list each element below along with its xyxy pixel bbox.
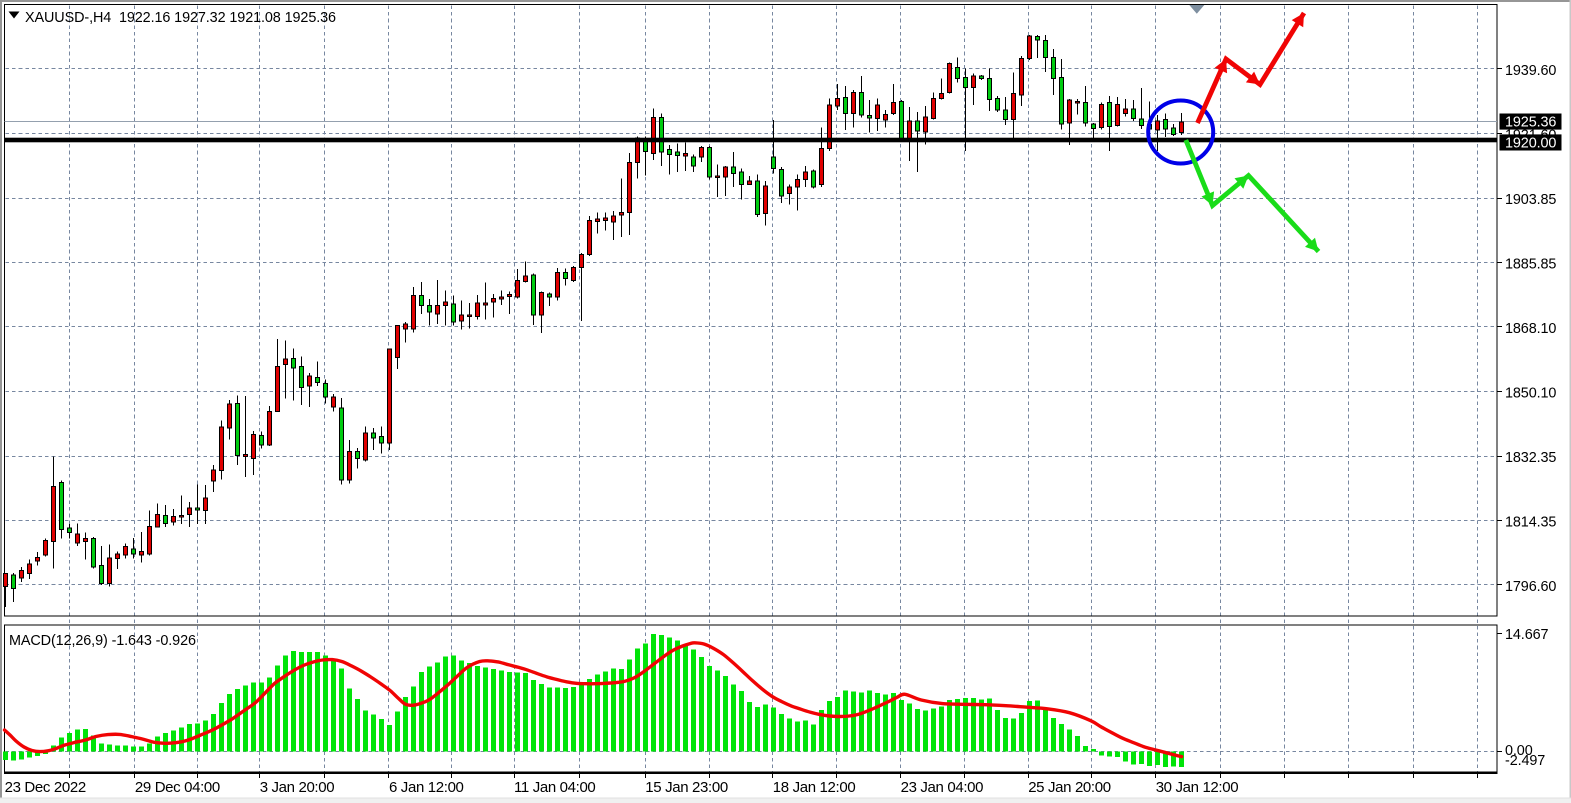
svg-text:MACD(12,26,9) -1.643 -0.926: MACD(12,26,9) -1.643 -0.926 <box>9 633 196 649</box>
svg-text:1939.60: 1939.60 <box>1505 63 1556 79</box>
svg-text:14.667: 14.667 <box>1505 627 1549 643</box>
svg-text:1885.85: 1885.85 <box>1505 256 1556 272</box>
svg-text:18 Jan 12:00: 18 Jan 12:00 <box>773 779 856 796</box>
svg-text:25 Jan 20:00: 25 Jan 20:00 <box>1028 779 1111 796</box>
svg-text:30 Jan 12:00: 30 Jan 12:00 <box>1156 779 1239 796</box>
svg-text:-2.497: -2.497 <box>1505 753 1545 769</box>
svg-text:1868.10: 1868.10 <box>1505 321 1556 337</box>
svg-text:1796.60: 1796.60 <box>1505 579 1556 595</box>
svg-text:1832.35: 1832.35 <box>1505 450 1556 466</box>
svg-text:6 Jan 12:00: 6 Jan 12:00 <box>389 779 464 796</box>
svg-text:29 Dec 04:00: 29 Dec 04:00 <box>135 779 220 796</box>
svg-text:1850.10: 1850.10 <box>1505 385 1556 401</box>
svg-text:3 Jan 20:00: 3 Jan 20:00 <box>260 779 335 796</box>
svg-text:1903.85: 1903.85 <box>1505 192 1556 208</box>
svg-text:11 Jan 04:00: 11 Jan 04:00 <box>514 779 595 796</box>
svg-text:23 Jan 04:00: 23 Jan 04:00 <box>901 779 984 796</box>
svg-text:1814.35: 1814.35 <box>1505 514 1556 530</box>
svg-text:23 Dec 2022: 23 Dec 2022 <box>5 779 86 796</box>
svg-text:1925.36: 1925.36 <box>1505 114 1556 130</box>
svg-text:0.00: 0.00 <box>1505 743 1533 759</box>
svg-text:15 Jan 23:00: 15 Jan 23:00 <box>645 779 728 796</box>
svg-text:1920.00: 1920.00 <box>1505 135 1556 151</box>
svg-text:XAUUSD-,H4 1922.16 1927.32 19: XAUUSD-,H4 1922.16 1927.32 1921.08 1925.… <box>25 10 336 26</box>
